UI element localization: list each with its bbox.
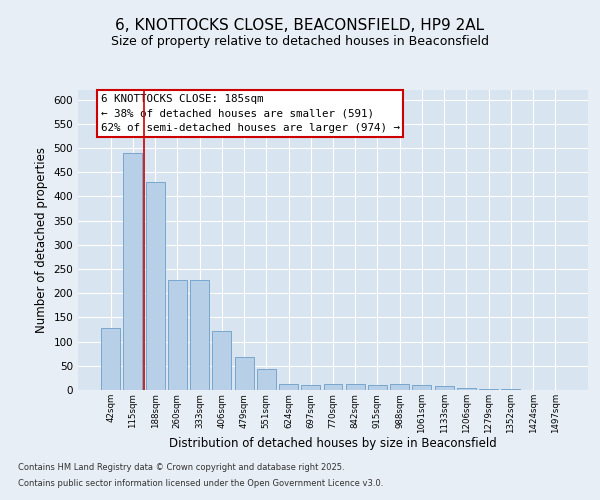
Text: Size of property relative to detached houses in Beaconsfield: Size of property relative to detached ho…	[111, 35, 489, 48]
Bar	[323, 384, 343, 390]
Bar	[146, 182, 164, 390]
Bar	[479, 388, 498, 390]
Bar	[168, 280, 187, 390]
Bar	[368, 384, 387, 390]
Bar	[435, 386, 454, 390]
Bar	[390, 384, 409, 390]
Bar	[124, 153, 142, 390]
Bar	[412, 384, 431, 390]
Text: 6 KNOTTOCKS CLOSE: 185sqm
← 38% of detached houses are smaller (591)
62% of semi: 6 KNOTTOCKS CLOSE: 185sqm ← 38% of detac…	[101, 94, 400, 134]
Text: 6, KNOTTOCKS CLOSE, BEACONSFIELD, HP9 2AL: 6, KNOTTOCKS CLOSE, BEACONSFIELD, HP9 2A…	[115, 18, 485, 32]
Bar	[235, 357, 254, 390]
Bar	[257, 368, 276, 390]
Y-axis label: Number of detached properties: Number of detached properties	[35, 147, 48, 333]
Text: Contains HM Land Registry data © Crown copyright and database right 2025.: Contains HM Land Registry data © Crown c…	[18, 464, 344, 472]
Text: Contains public sector information licensed under the Open Government Licence v3: Contains public sector information licen…	[18, 478, 383, 488]
Bar	[346, 384, 365, 390]
Bar	[457, 388, 476, 390]
Bar	[279, 384, 298, 390]
Bar	[190, 280, 209, 390]
Bar	[301, 384, 320, 390]
Bar	[502, 389, 520, 390]
Bar	[212, 331, 231, 390]
Bar	[101, 328, 120, 390]
X-axis label: Distribution of detached houses by size in Beaconsfield: Distribution of detached houses by size …	[169, 438, 497, 450]
